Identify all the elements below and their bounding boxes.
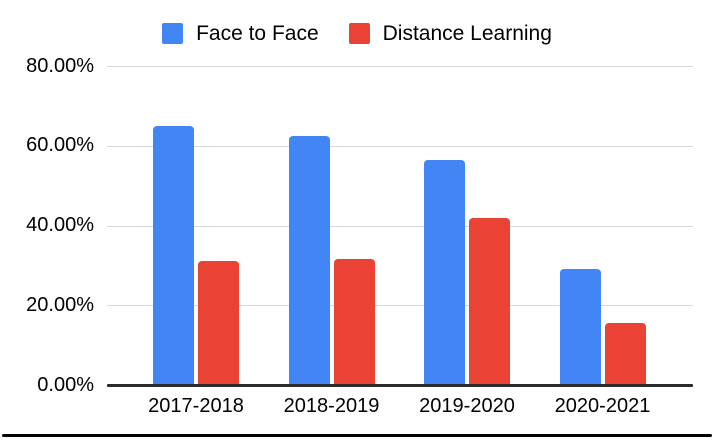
y-axis-tick-label: 0.00%: [37, 373, 94, 396]
legend-item: Face to Face: [162, 21, 319, 46]
x-axis-category-label: 2020-2021: [554, 395, 651, 417]
x-axis-category-label: 2017-2018: [148, 395, 244, 417]
y-axis-tick-label: 60.00%: [26, 134, 94, 157]
bar-distance-learning: [604, 323, 646, 385]
bar-distance-learning: [333, 259, 375, 385]
bar-face-to-face: [559, 269, 601, 385]
y-axis-tick-label: 20.00%: [26, 293, 94, 316]
bottom-border-line: [2, 434, 712, 437]
bar-distance-learning: [198, 261, 239, 385]
bar-face-to-face: [288, 135, 330, 385]
x-axis-line: [107, 384, 693, 387]
gridline: [107, 66, 693, 67]
bar-distance-learning: [469, 217, 510, 385]
chart-legend: Face to Face Distance Learning: [0, 21, 714, 46]
y-axis-tick-label: 40.00%: [26, 214, 94, 236]
gridline: [107, 145, 693, 147]
legend-label: Distance Learning: [382, 22, 552, 45]
bar-face-to-face: [153, 125, 194, 385]
x-axis-category-label: 2018-2019: [283, 395, 380, 417]
x-axis-category-label: 2019-2020: [419, 395, 515, 417]
y-axis-tick-label: 80.00%: [26, 54, 94, 77]
legend-item: Distance Learning: [348, 21, 552, 46]
legend-label: Face to Face: [196, 22, 319, 45]
gridline: [107, 305, 693, 307]
plot-area: [107, 66, 693, 387]
bar-face-to-face: [424, 159, 465, 385]
legend-swatch: [162, 23, 184, 44]
legend-swatch: [348, 23, 370, 44]
gridline: [107, 225, 693, 227]
